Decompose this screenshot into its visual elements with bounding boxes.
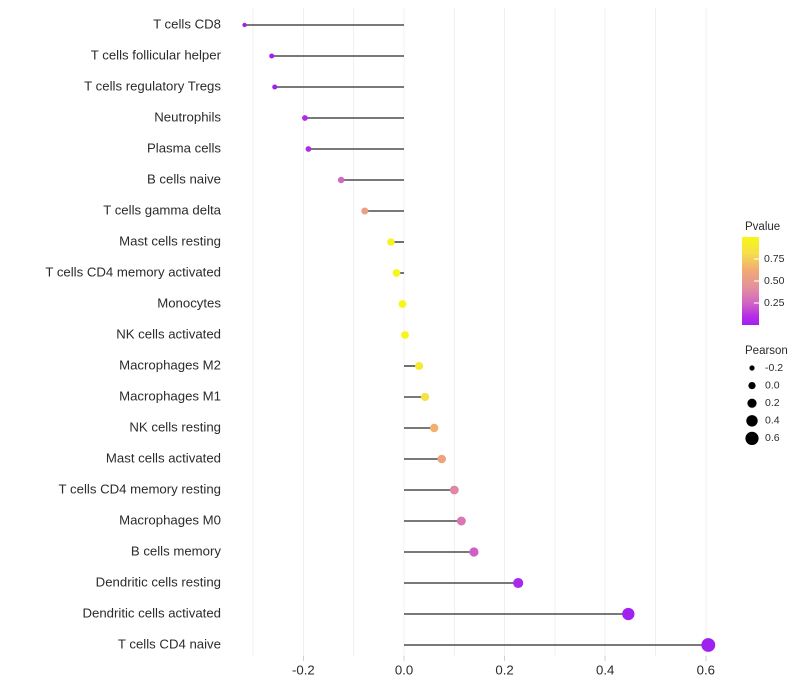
category-label: B cells naive xyxy=(147,171,221,186)
lollipop-dot xyxy=(469,547,479,557)
lollipop-dot xyxy=(337,176,345,184)
lollipop-dot xyxy=(456,516,466,526)
category-label: Neutrophils xyxy=(154,109,221,124)
category-label: Macrophages M0 xyxy=(119,512,221,527)
lollipop-dot xyxy=(387,238,395,246)
category-label: Mast cells resting xyxy=(119,233,221,248)
pearson-legend-dot xyxy=(747,398,757,408)
lollipop-dot xyxy=(513,577,524,589)
lollipop-dot xyxy=(701,638,716,652)
category-label: T cells gamma delta xyxy=(103,202,221,217)
pvalue-legend-ticks: 0.75 0.50 0.25 xyxy=(754,253,785,309)
x-tick-label: -0.2 xyxy=(292,663,315,678)
pearson-legend-label: 0.6 xyxy=(765,432,780,444)
lollipop-dot xyxy=(305,146,312,152)
lollipop-dot xyxy=(415,361,424,371)
lollipop-dot xyxy=(269,53,275,59)
pearson-legend-label: 0.4 xyxy=(765,415,780,427)
pearson-legend-label: -0.2 xyxy=(765,362,783,374)
lollipop-dot xyxy=(429,423,439,433)
pearson-legend-dot xyxy=(745,431,759,445)
category-label: Dendritic cells resting xyxy=(96,574,221,589)
x-gridlines xyxy=(252,8,707,661)
pearson-legend-title: Pearson xyxy=(745,345,788,357)
category-label: NK cells resting xyxy=(129,419,221,434)
category-label: T cells follicular helper xyxy=(91,47,222,62)
category-label: Macrophages M2 xyxy=(119,357,221,372)
lollipop-dot xyxy=(398,300,407,308)
category-label: Mast cells activated xyxy=(106,450,221,465)
category-label: T cells regulatory Tregs xyxy=(84,78,221,93)
lollipop-dot xyxy=(437,454,447,464)
colorbar-tick-label: 0.50 xyxy=(764,275,785,287)
pearson-legend-label: 0.0 xyxy=(765,379,780,391)
lollipop-dot xyxy=(622,607,635,621)
colorbar-tick-label: 0.75 xyxy=(764,253,785,265)
pvalue-color-legend: Pvalue 0.75 0.50 0.25 xyxy=(742,221,785,325)
lollipop-dot xyxy=(392,269,401,277)
x-tick-label: 0.2 xyxy=(495,663,513,678)
x-axis-tick-labels: -0.2 0.0 0.2 0.4 0.6 xyxy=(292,663,715,678)
category-label: T cells CD4 naive xyxy=(118,636,221,651)
x-tick-label: 0.4 xyxy=(596,663,614,678)
category-label: Macrophages M1 xyxy=(119,388,221,403)
pvalue-legend-title: Pvalue xyxy=(745,221,780,233)
category-label: NK cells activated xyxy=(116,326,221,341)
pearson-legend-dot xyxy=(748,382,756,390)
pearson-legend-dot xyxy=(746,415,758,427)
colorbar-tick-label: 0.25 xyxy=(764,297,785,309)
pearson-size-legend: Pearson -0.2 0.0 0.2 0.4 0.6 xyxy=(745,345,788,445)
category-label: Monocytes xyxy=(157,295,221,310)
category-label: T cells CD8 xyxy=(153,16,221,31)
x-tick-label: 0.6 xyxy=(697,663,715,678)
lollipop-dot xyxy=(302,115,308,121)
lollipop-dot xyxy=(421,392,430,402)
pearson-legend-dot xyxy=(749,365,755,371)
category-label: T cells CD4 memory resting xyxy=(59,481,221,496)
x-tick-label: 0.0 xyxy=(395,663,413,678)
pearson-legend-items: -0.2 0.0 0.2 0.4 0.6 xyxy=(745,362,783,445)
category-label: Plasma cells xyxy=(147,140,221,155)
lollipop-dots xyxy=(242,22,716,652)
lollipop-dot xyxy=(272,84,278,90)
lollipop-dot xyxy=(242,22,247,28)
category-label: B cells memory xyxy=(131,543,222,558)
lollipop-dot xyxy=(449,485,459,495)
lollipop-dot xyxy=(401,331,409,339)
pearson-legend-label: 0.2 xyxy=(765,397,780,409)
lollipop-dot xyxy=(361,207,369,215)
category-label: Dendritic cells activated xyxy=(82,605,221,620)
category-label: T cells CD4 memory activated xyxy=(45,264,221,279)
category-axis-labels: T cells CD8 T cells follicular helper T ce… xyxy=(45,16,221,651)
